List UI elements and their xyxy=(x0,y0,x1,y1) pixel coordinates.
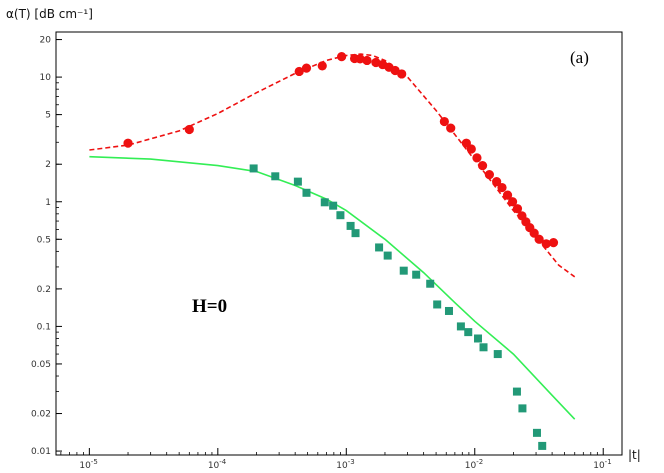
data-point-circle xyxy=(294,66,304,77)
data-point-square xyxy=(433,300,442,309)
panel-label: (a) xyxy=(570,48,589,67)
data-point-circle xyxy=(484,170,494,180)
data-point-square xyxy=(293,177,302,186)
data-point-square xyxy=(464,328,473,337)
x-tick-label: 10-5 xyxy=(79,458,97,471)
data-point-circle xyxy=(123,138,133,148)
y-tick-label: 0.02 xyxy=(31,410,51,420)
data-point-square xyxy=(479,343,488,352)
x-tick-label: 10-4 xyxy=(208,458,227,471)
data-point-square xyxy=(271,172,280,181)
data-point-square xyxy=(346,221,355,230)
data-point-circle xyxy=(446,123,456,133)
data-point-circle xyxy=(502,190,513,200)
data-point-circle xyxy=(507,197,518,207)
y-tick-label: 0.2 xyxy=(37,285,51,295)
data-point-circle xyxy=(355,54,365,64)
data-point-circle xyxy=(472,153,482,163)
plot-frame xyxy=(55,31,623,456)
fit-curves xyxy=(89,53,576,420)
field-annotation: H=0 xyxy=(192,296,227,317)
x-axis-ticks: 10-5 10-4 10-3 10-2 10-1 xyxy=(60,448,612,471)
data-point-square xyxy=(426,279,435,288)
data-point-circle xyxy=(466,144,476,154)
y-tick-label: 5 xyxy=(45,111,51,121)
data-point-square xyxy=(493,350,502,359)
y-tick-label: 10 xyxy=(40,73,52,83)
data-point-circle xyxy=(362,55,372,66)
data-point-square xyxy=(351,229,360,238)
data-point-circle xyxy=(477,160,488,171)
data-point-square xyxy=(474,334,483,343)
data-point-circle xyxy=(497,182,507,193)
data-point-square xyxy=(456,322,465,331)
y-tick-label: 0.01 xyxy=(31,447,51,457)
data-point-circle xyxy=(541,239,551,249)
y-tick-label: 0.1 xyxy=(37,322,51,332)
data-point-circle xyxy=(534,234,544,244)
x-tick-label: 10-2 xyxy=(465,458,483,471)
data-point-square xyxy=(518,404,527,413)
data-point-circle xyxy=(439,116,449,127)
data-point-square xyxy=(538,441,547,450)
data-point-square xyxy=(383,251,392,260)
y-tick-label: 20 xyxy=(40,36,52,46)
data-point-circle xyxy=(548,238,559,248)
data-point-square xyxy=(249,164,258,173)
data-point-square xyxy=(532,428,541,437)
data-point-square xyxy=(399,266,408,275)
data-point-circle xyxy=(529,228,539,238)
solid-fit-line xyxy=(89,155,576,420)
dashed-fit-line xyxy=(89,53,576,278)
data-point-square xyxy=(336,211,345,220)
data-points xyxy=(123,52,559,450)
data-point-circle xyxy=(301,63,312,73)
y-tick-label: 2 xyxy=(45,160,51,170)
data-point-square xyxy=(320,198,329,207)
y-axis-ticks: 20 10 5 2 1 0.5 0.2 0.1 0.05 0.02 0.01 xyxy=(31,36,62,457)
data-point-square xyxy=(302,188,311,197)
x-tick-label: 10-1 xyxy=(593,458,611,471)
data-point-square xyxy=(375,243,384,252)
data-point-circle xyxy=(184,124,194,135)
y-tick-label: 1 xyxy=(45,198,51,208)
y-axis-title: α(T) [dB cm⁻¹] xyxy=(6,7,93,21)
x-axis-title: |t| xyxy=(628,448,641,462)
data-point-square xyxy=(444,306,453,315)
data-point-circle xyxy=(512,204,523,214)
data-point-circle xyxy=(492,177,502,187)
data-point-circle xyxy=(337,52,347,62)
data-point-circle xyxy=(317,61,327,71)
y-tick-label: 0.05 xyxy=(31,360,51,370)
data-point-square xyxy=(412,270,421,279)
data-point-circle xyxy=(397,69,407,79)
x-tick-label: 10-3 xyxy=(336,458,354,471)
y-tick-label: 0.5 xyxy=(37,235,51,245)
data-point-square xyxy=(512,387,521,396)
data-point-square xyxy=(329,201,338,210)
